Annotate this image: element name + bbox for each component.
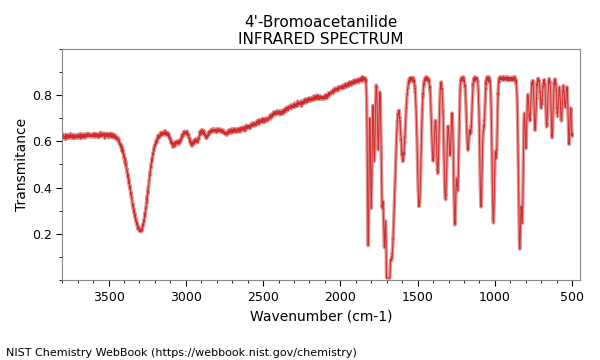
- Text: NIST Chemistry WebBook (https://webbook.nist.gov/chemistry): NIST Chemistry WebBook (https://webbook.…: [6, 348, 357, 358]
- X-axis label: Wavenumber (cm-1): Wavenumber (cm-1): [250, 309, 392, 323]
- Title: 4'-Bromoacetanilide
INFRARED SPECTRUM: 4'-Bromoacetanilide INFRARED SPECTRUM: [238, 15, 404, 48]
- Y-axis label: Transmitance: Transmitance: [15, 118, 29, 211]
